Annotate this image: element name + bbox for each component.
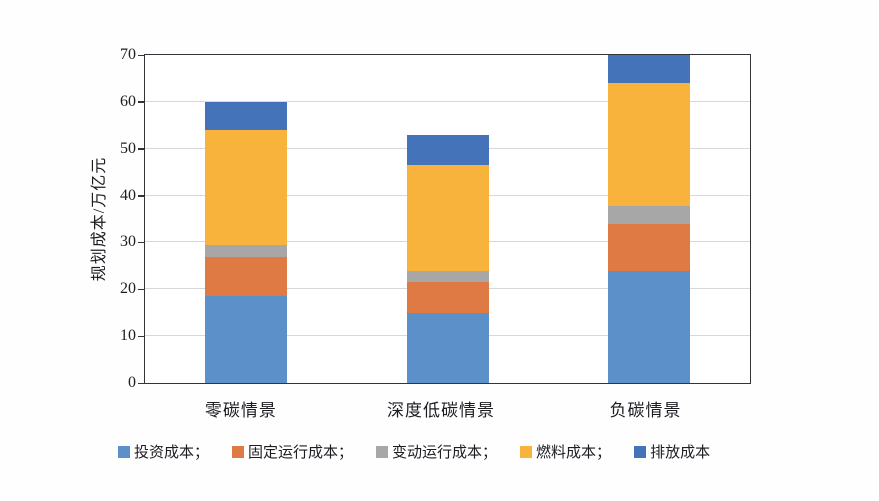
x-category-label: 深度低碳情景 xyxy=(387,401,496,420)
bar-segment xyxy=(406,282,489,313)
y-tick-label: 70 xyxy=(120,46,136,63)
gridline xyxy=(145,100,750,102)
y-tick-label: 50 xyxy=(120,139,136,157)
legend-label: 投资成本； xyxy=(134,445,210,461)
bar-segment xyxy=(204,256,287,297)
y-tick-label: 0 xyxy=(128,374,136,391)
bar-segment xyxy=(406,134,489,166)
bar-segment xyxy=(204,244,287,257)
y-axis-tick xyxy=(138,382,144,384)
y-axis-tick xyxy=(138,335,144,338)
x-category-label: 零碳情景 xyxy=(204,401,277,420)
bar-stack xyxy=(204,55,287,383)
legend-item: 固定运行成本； xyxy=(232,441,353,462)
y-tick-label: 40 xyxy=(120,186,136,204)
bar-segment xyxy=(608,270,691,383)
bar-segment xyxy=(406,312,489,383)
bar-segment xyxy=(608,83,691,207)
legend-label: 变动运行成本； xyxy=(392,445,498,461)
x-axis-labels: 零碳情景 深度低碳情景 负碳情景 xyxy=(144,396,751,420)
y-axis-title: 规划成本/万亿元 xyxy=(91,156,108,282)
legend-swatch xyxy=(118,445,130,458)
legend-swatch xyxy=(232,445,245,458)
legend-label: 排放成本 xyxy=(650,445,711,461)
plot-area: 0 10 20 30 40 50 60 70 xyxy=(120,47,751,391)
legend: 投资成本； 固定运行成本； 变动运行成本； 燃料成本； 排放成本 xyxy=(118,441,710,462)
legend-item: 燃料成本； xyxy=(520,441,611,462)
bar-segment xyxy=(608,55,691,84)
bar-segment xyxy=(204,101,287,130)
x-category-label: 负碳情景 xyxy=(609,401,682,420)
bar-segment xyxy=(406,270,489,283)
legend-label: 固定运行成本； xyxy=(248,445,354,461)
legend-swatch xyxy=(634,445,647,458)
bar-segment xyxy=(204,130,287,245)
legend-swatch xyxy=(520,445,533,458)
y-tick-label: 60 xyxy=(120,92,136,110)
legend-label: 燃料成本； xyxy=(536,445,612,461)
y-axis-tick xyxy=(138,241,144,244)
y-tick-label: 30 xyxy=(120,233,136,251)
legend-item: 投资成本； xyxy=(118,441,209,462)
y-axis-tick xyxy=(138,54,144,56)
bar-stack xyxy=(406,55,489,383)
y-axis-tick xyxy=(138,288,144,291)
legend-item: 变动运行成本； xyxy=(376,441,497,462)
legend-swatch xyxy=(376,445,389,458)
y-axis-tick xyxy=(138,101,144,103)
bar-segment xyxy=(406,165,489,271)
y-axis-tick xyxy=(138,148,144,150)
bar-segment xyxy=(204,296,287,383)
legend-item: 排放成本 xyxy=(634,441,710,462)
y-tick-label: 20 xyxy=(120,280,136,298)
y-tick-label: 10 xyxy=(120,327,136,345)
bar-stack xyxy=(608,55,691,383)
y-axis-tick xyxy=(138,195,144,197)
bar-segment xyxy=(608,223,691,271)
bar-segment xyxy=(608,206,691,224)
